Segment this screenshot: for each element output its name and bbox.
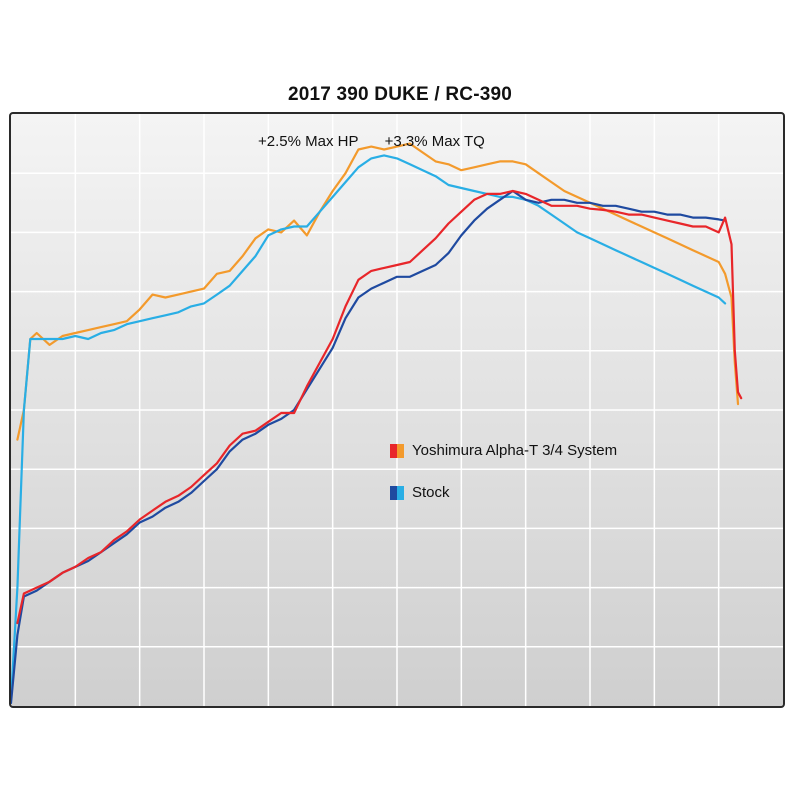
- legend-swatch-stock: [390, 485, 404, 500]
- series-line-stock-hp: [11, 189, 727, 705]
- legend-swatch-yoshimura: [390, 443, 404, 458]
- series-line-stock-tq: [11, 154, 727, 702]
- grid-layer: [11, 114, 783, 706]
- chart-title: 2017 390 DUKE / RC-390: [287, 84, 513, 105]
- series-line-yoshimura-alpha-t-3-4-system-hp: [16, 189, 743, 625]
- chart-svg: [11, 114, 783, 706]
- plot-area: [9, 112, 785, 708]
- annotation-tq: +3.3% Max TQ: [384, 133, 485, 150]
- legend-label-yoshimura: Yoshimura Alpha-T 3/4 System: [412, 442, 618, 459]
- legend-label-stock: Stock: [412, 484, 450, 501]
- legend-item-stock: Stock: [390, 484, 450, 501]
- legend-item-yoshimura: Yoshimura Alpha-T 3/4 System: [390, 442, 617, 459]
- annotation-hp: +2.5% Max HP: [258, 133, 359, 150]
- series-line-yoshimura-alpha-t-3-4-system-tq: [16, 142, 740, 441]
- series-layer: [11, 142, 743, 705]
- annotation-group: +2.5% Max HP +3.3% Max TQ: [258, 133, 507, 150]
